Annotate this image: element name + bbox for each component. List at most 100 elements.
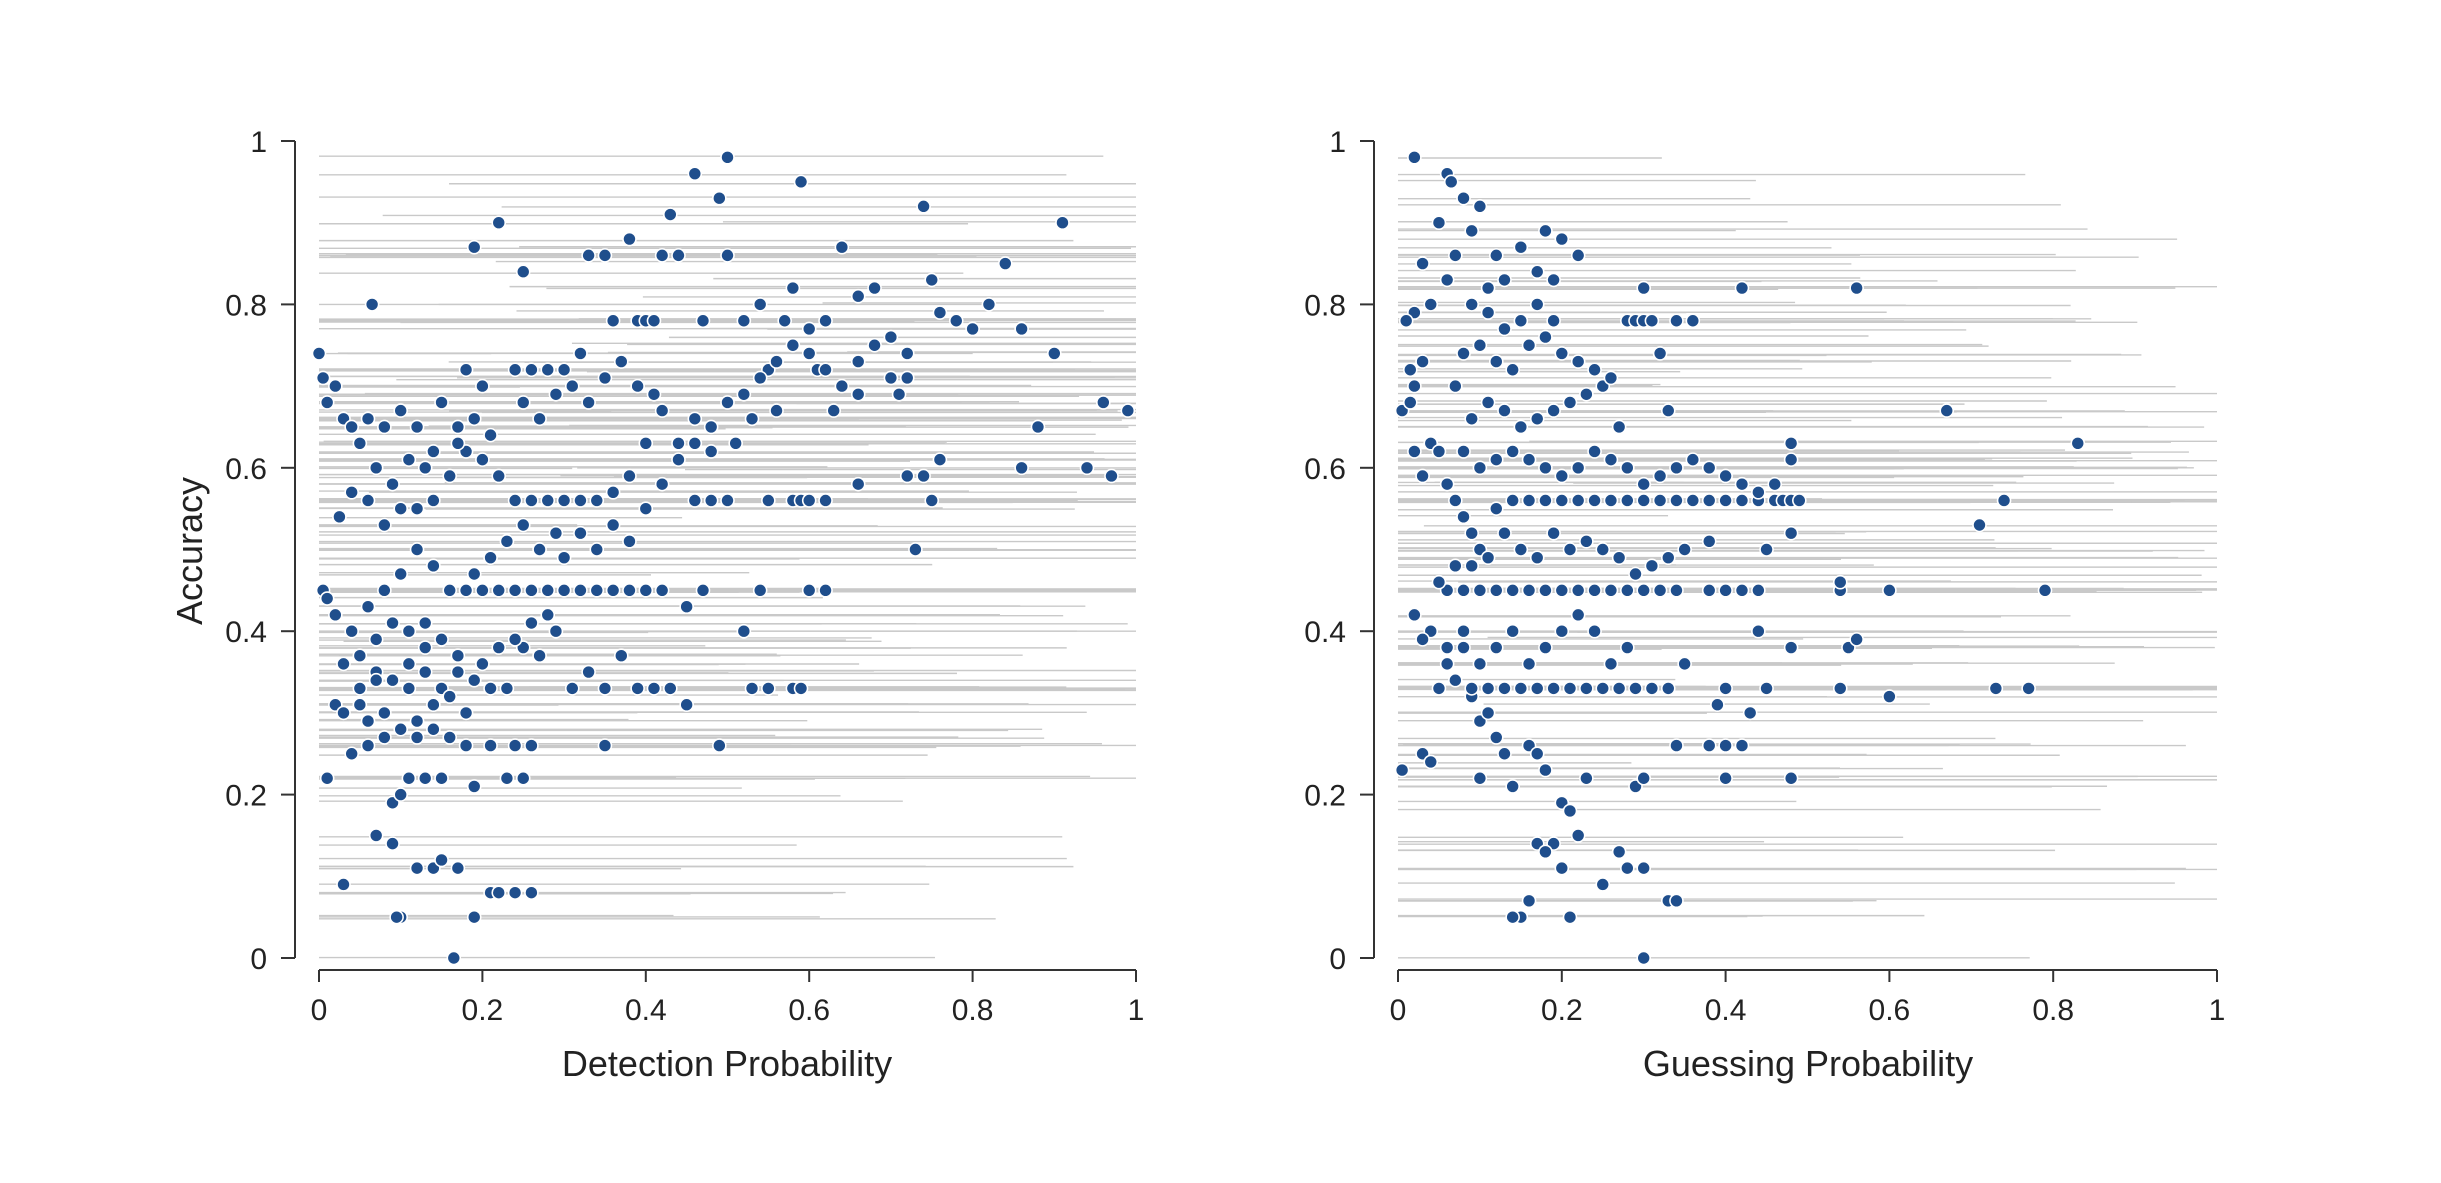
detection-data-point	[540, 493, 556, 508]
guessing-data-point	[1488, 501, 1504, 516]
guessing-data-point	[1611, 550, 1627, 565]
guessing-data-point	[1636, 280, 1651, 296]
detection-data-point	[319, 770, 335, 786]
guessing-data-point	[1394, 762, 1410, 778]
guessing-data-point	[1636, 493, 1651, 508]
detection-data-point	[377, 517, 392, 533]
guessing-data-point	[1718, 681, 1733, 696]
guessing-y-tick-label: 0.2	[1304, 780, 1346, 813]
detection-data-point	[446, 950, 462, 966]
detection-data-point	[483, 550, 498, 565]
detection-data-point	[679, 697, 694, 713]
detection-data-point	[360, 411, 376, 427]
guessing-data-point	[1513, 681, 1529, 696]
guessing-data-point	[1849, 632, 1864, 647]
guessing-data-point	[1554, 623, 1570, 639]
detection-data-point	[417, 770, 433, 786]
guessing-data-point	[1751, 623, 1766, 639]
guessing-data-point	[1685, 313, 1701, 329]
guessing-data-point	[1783, 770, 1799, 786]
guessing-data-point	[1603, 370, 1619, 386]
detection-data-point	[761, 493, 776, 508]
guessing-data-point	[1521, 583, 1537, 598]
guessing-data-point	[1660, 550, 1676, 565]
detection-data-point	[720, 248, 735, 263]
detection-data-point	[328, 607, 343, 623]
guessing-data-point	[1402, 362, 1418, 378]
detection-x-tick-label: 0.6	[788, 994, 830, 1027]
detection-data-point	[377, 705, 392, 721]
guessing-data-point	[1472, 337, 1488, 353]
detection-data-point	[605, 583, 621, 598]
detection-data-point	[679, 599, 694, 614]
guessing-data-point	[1513, 313, 1529, 329]
guessing-x-tick-label: 0.2	[1541, 994, 1583, 1027]
guessing-data-point	[1456, 623, 1471, 639]
guessing-data-point	[1669, 738, 1684, 753]
detection-data-point	[491, 215, 507, 230]
guessing-data-point	[1448, 378, 1463, 394]
detection-data-point	[867, 280, 882, 296]
detection-data-point	[540, 583, 556, 598]
detection-data-point	[336, 877, 351, 892]
detection-data-point	[540, 362, 556, 378]
detection-data-point	[556, 493, 572, 508]
detection-data-point	[834, 239, 850, 255]
guessing-data-point	[1554, 860, 1570, 876]
detection-data-point	[997, 256, 1013, 271]
guessing-data-point	[1701, 534, 1717, 549]
detection-data-point	[352, 681, 368, 696]
detection-data-point	[524, 362, 539, 378]
guessing-data-point	[1652, 493, 1668, 508]
guessing-data-point	[1636, 770, 1651, 786]
guessing-axes: 0 0.2 0.4 0.6 0.8 1 0 0.2 0.4 0.6 0.8 1	[1304, 126, 2225, 1027]
detection-data-point	[483, 738, 498, 753]
detection-data-point	[532, 411, 547, 427]
guessing-data-point	[1587, 623, 1602, 639]
guessing-data-point	[1628, 566, 1643, 582]
guessing-data-point	[1456, 583, 1471, 598]
detection-data-point	[466, 239, 482, 255]
detection-data-point	[548, 623, 564, 639]
detection-data-point	[442, 583, 458, 598]
guessing-data-point	[1579, 534, 1594, 549]
guessing-data-point	[1505, 583, 1520, 598]
detection-data-point	[507, 885, 523, 900]
detection-data-point	[581, 395, 596, 410]
detection-data-point	[548, 525, 564, 541]
guessing-data-point	[1734, 583, 1750, 598]
guessing-data-point	[1710, 697, 1725, 713]
detection-data-point	[450, 648, 466, 664]
guessing-data-point	[1472, 770, 1488, 786]
detection-data-point	[1120, 403, 1136, 418]
detection-data-point	[548, 386, 564, 402]
detection-intervals	[319, 155, 1136, 959]
guessing-data-point	[1767, 476, 1783, 492]
guessing-x-tick-label: 0	[1390, 994, 1407, 1027]
guessing-data-point	[1554, 231, 1570, 247]
detection-data-point	[434, 770, 449, 786]
detection-data-point	[638, 501, 654, 516]
detection-data-point	[850, 386, 866, 402]
guessing-data-point	[1448, 672, 1463, 688]
guessing-x-axis-title: Guessing Probability	[1643, 1043, 1973, 1084]
guessing-data-point	[1611, 419, 1627, 435]
detection-x-tick-label: 0.8	[952, 994, 994, 1027]
detection-data-point	[736, 386, 752, 402]
detection-data-point	[622, 231, 637, 247]
guessing-y-tick-label: 0.8	[1304, 289, 1346, 322]
guessing-data-point	[1513, 419, 1529, 435]
guessing-data-point	[1595, 877, 1611, 892]
detection-data-point	[377, 730, 392, 745]
guessing-data-point	[1423, 297, 1439, 312]
detection-data-point	[589, 493, 605, 508]
guessing-data-point	[1423, 754, 1439, 770]
detection-data-point	[360, 599, 376, 614]
detection-data-point	[417, 664, 433, 680]
detection-data-point	[532, 542, 547, 557]
detection-data-point	[556, 362, 572, 378]
detection-data-point	[581, 664, 596, 680]
guessing-data-point	[1677, 656, 1692, 672]
guessing-data-point	[1439, 476, 1455, 492]
detection-data-point	[332, 509, 347, 525]
